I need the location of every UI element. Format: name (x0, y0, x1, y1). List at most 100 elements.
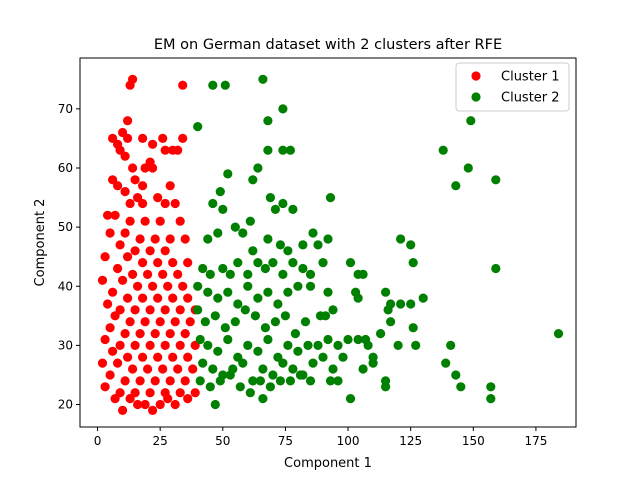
legend-label-cluster-2: Cluster 2 (501, 91, 560, 106)
cluster-2-point (328, 305, 338, 315)
cluster-1-point (183, 394, 193, 404)
x-tick-label: 150 (462, 434, 485, 448)
cluster-1-point (170, 317, 180, 327)
cluster-1-point (123, 352, 133, 362)
cluster-2-point (225, 370, 235, 380)
cluster-2-point (248, 376, 258, 386)
cluster-2-point (205, 382, 215, 392)
cluster-1-point (110, 210, 120, 220)
cluster-1-point (153, 193, 163, 203)
cluster-1-point (175, 388, 185, 398)
cluster-2-point (260, 263, 270, 274)
cluster-2-point (408, 258, 418, 268)
cluster-1-point (188, 364, 198, 374)
cluster-2-point (278, 104, 288, 114)
cluster-1-point (105, 228, 115, 238)
cluster-2-point (258, 74, 268, 84)
cluster-2-point (345, 394, 356, 404)
cluster-2-point (255, 376, 265, 386)
cluster-1-point (148, 139, 158, 149)
cluster-1-point (130, 246, 140, 256)
cluster-2-point (208, 80, 218, 90)
cluster-1-point (120, 329, 130, 339)
cluster-2-point (213, 228, 223, 238)
cluster-1-point (183, 293, 193, 303)
cluster-1-point (133, 399, 143, 410)
cluster-2-point (253, 346, 263, 356)
cluster-2-point (230, 222, 240, 232)
cluster-2-point (215, 376, 225, 386)
cluster-2-point (283, 287, 293, 297)
cluster-2-point (243, 281, 253, 291)
cluster-2-point (253, 258, 263, 268)
cluster-2-point (288, 204, 298, 214)
cluster-1-point (118, 405, 128, 415)
cluster-1-point (115, 340, 125, 350)
cluster-2-point (288, 364, 298, 374)
cluster-2-point (323, 287, 333, 297)
cluster-2-point (308, 358, 318, 368)
cluster-1-point (160, 246, 170, 256)
cluster-1-point (155, 317, 165, 327)
cluster-1-point (125, 198, 135, 209)
cluster-1-point (140, 216, 150, 226)
cluster-1-point (123, 116, 133, 126)
cluster-2-point (438, 145, 448, 155)
cluster-2-point (270, 317, 280, 327)
cluster-2-point (230, 317, 240, 327)
cluster-1-point (128, 364, 138, 374)
cluster-1-point (145, 388, 155, 398)
x-axis-label: Component 1 (284, 456, 372, 471)
cluster-2-point (290, 329, 300, 339)
cluster-1-point (148, 405, 158, 415)
cluster-2-point (318, 258, 328, 268)
cluster-2-point (456, 382, 466, 392)
cluster-1-point (120, 151, 130, 161)
cluster-1-point (180, 234, 190, 244)
cluster-1-point (165, 234, 175, 244)
cluster-2-point (278, 358, 288, 368)
cluster-2-point (268, 258, 278, 268)
cluster-2-point (285, 145, 295, 155)
cluster-1-point (165, 181, 175, 191)
cluster-2-point (278, 269, 288, 279)
cluster-2-point (210, 399, 220, 410)
cluster-2-point (243, 269, 253, 279)
cluster-1-point (110, 394, 120, 404)
cluster-2-point (295, 370, 305, 380)
cluster-2-point (210, 311, 220, 321)
cluster-2-point (203, 234, 213, 244)
y-axis: 20 30 40 50 60 70 (58, 102, 80, 412)
cluster-2-point (406, 240, 416, 250)
cluster-2-point (406, 299, 416, 309)
cluster-1-point (145, 340, 155, 350)
cluster-1-point (150, 234, 160, 244)
cluster-2-point (220, 80, 230, 90)
cluster-2-point (193, 305, 203, 315)
cluster-1-point (125, 317, 135, 327)
cluster-2-point (303, 340, 313, 350)
cluster-1-point (123, 252, 133, 262)
cluster-2-point (491, 175, 501, 185)
cluster-1-point (100, 382, 110, 392)
cluster-1-point (165, 329, 175, 339)
y-tick-label: 40 (58, 279, 73, 293)
cluster-1-point (175, 305, 185, 315)
cluster-2-point (208, 198, 218, 209)
cluster-1-point (130, 340, 140, 350)
cluster-2-point (233, 299, 243, 309)
cluster-2-point (223, 169, 233, 179)
legend: Cluster 1 Cluster 2 (455, 62, 570, 112)
cluster-2-point (250, 311, 260, 321)
cluster-2-point (396, 234, 406, 244)
cluster-2-point (381, 287, 391, 297)
cluster-2-point (248, 175, 258, 185)
cluster-2-point (381, 382, 391, 392)
cluster-1-point (170, 198, 180, 209)
cluster-1-point (163, 281, 173, 291)
cluster-1-point (153, 258, 163, 268)
cluster-2-point (320, 311, 331, 321)
y-axis-label: Component 2 (33, 199, 48, 287)
cluster-1-point (160, 145, 170, 155)
